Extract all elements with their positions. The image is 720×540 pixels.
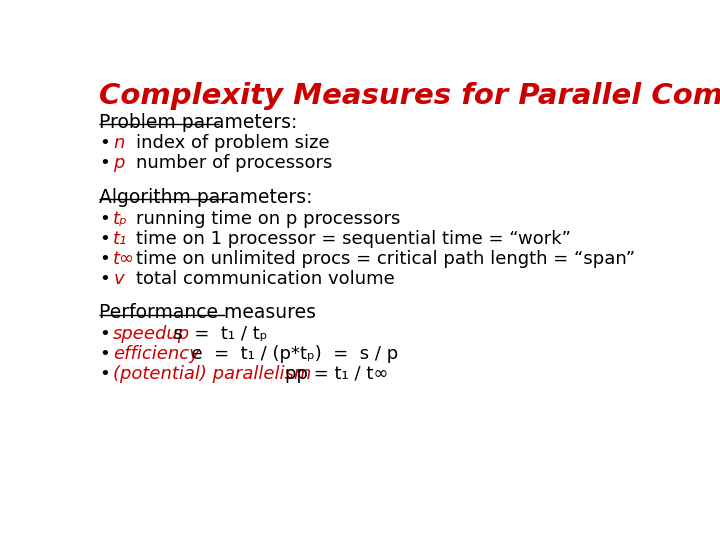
Text: Algorithm parameters:: Algorithm parameters: — [99, 188, 312, 207]
Text: Complexity Measures for Parallel Computation: Complexity Measures for Parallel Computa… — [99, 82, 720, 110]
Text: Performance measures: Performance measures — [99, 303, 316, 322]
Text: •: • — [99, 345, 110, 363]
Text: index of problem size: index of problem size — [137, 134, 330, 152]
Text: pp = t₁ / t∞: pp = t₁ / t∞ — [261, 365, 388, 383]
Text: n: n — [113, 134, 125, 152]
Text: (potential) parallelism: (potential) parallelism — [113, 365, 312, 383]
Text: v: v — [113, 269, 124, 288]
Text: s  =  t₁ / tₚ: s = t₁ / tₚ — [161, 325, 267, 343]
Text: •: • — [99, 325, 110, 343]
Text: •: • — [99, 249, 110, 268]
Text: t∞: t∞ — [113, 249, 135, 268]
Text: total communication volume: total communication volume — [137, 269, 395, 288]
Text: •: • — [99, 134, 110, 152]
Text: tₚ: tₚ — [113, 210, 128, 227]
Text: Problem parameters:: Problem parameters: — [99, 112, 297, 132]
Text: •: • — [99, 210, 110, 227]
Text: e  =  t₁ / (p*tₚ)  =  s / p: e = t₁ / (p*tₚ) = s / p — [181, 345, 399, 363]
Text: •: • — [99, 230, 110, 247]
Text: number of processors: number of processors — [137, 154, 333, 172]
Text: p: p — [113, 154, 125, 172]
Text: t₁: t₁ — [113, 230, 127, 247]
Text: time on 1 processor = sequential time = “work”: time on 1 processor = sequential time = … — [137, 230, 572, 247]
Text: running time on p processors: running time on p processors — [137, 210, 401, 227]
Text: efficiency: efficiency — [113, 345, 200, 363]
Text: •: • — [99, 269, 110, 288]
Text: speedup: speedup — [113, 325, 190, 343]
Text: •: • — [99, 365, 110, 383]
Text: time on unlimited procs = critical path length = “span”: time on unlimited procs = critical path … — [137, 249, 636, 268]
Text: •: • — [99, 154, 110, 172]
